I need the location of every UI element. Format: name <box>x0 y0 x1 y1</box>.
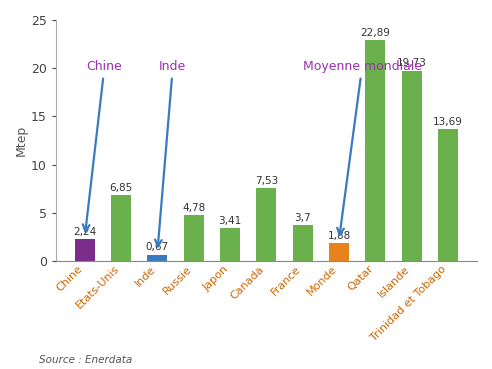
Text: 3,41: 3,41 <box>218 216 242 226</box>
Bar <box>293 225 312 261</box>
Text: 22,89: 22,89 <box>360 28 390 38</box>
Text: 19,73: 19,73 <box>397 58 427 68</box>
Text: 1,88: 1,88 <box>327 231 351 241</box>
Text: 0,67: 0,67 <box>146 242 169 252</box>
Bar <box>111 195 131 261</box>
Text: 6,85: 6,85 <box>110 183 133 193</box>
Bar <box>438 129 458 261</box>
Text: 3,7: 3,7 <box>294 213 311 223</box>
Y-axis label: Mtep: Mtep <box>15 125 28 156</box>
Text: Chine: Chine <box>83 60 123 231</box>
Bar <box>184 215 204 261</box>
Text: Moyenne mondiale: Moyenne mondiale <box>303 60 422 235</box>
Bar <box>329 243 349 261</box>
Bar <box>220 228 240 261</box>
Bar <box>75 239 95 261</box>
Bar <box>401 71 422 261</box>
Text: Source : Enerdata: Source : Enerdata <box>39 355 133 365</box>
Text: 7,53: 7,53 <box>255 176 278 186</box>
Text: 4,78: 4,78 <box>182 203 205 213</box>
Bar <box>365 40 385 261</box>
Bar <box>256 189 277 261</box>
Text: 13,69: 13,69 <box>433 117 463 127</box>
Bar <box>148 255 167 261</box>
Text: Inde: Inde <box>155 60 186 246</box>
Text: 2,24: 2,24 <box>73 227 96 237</box>
